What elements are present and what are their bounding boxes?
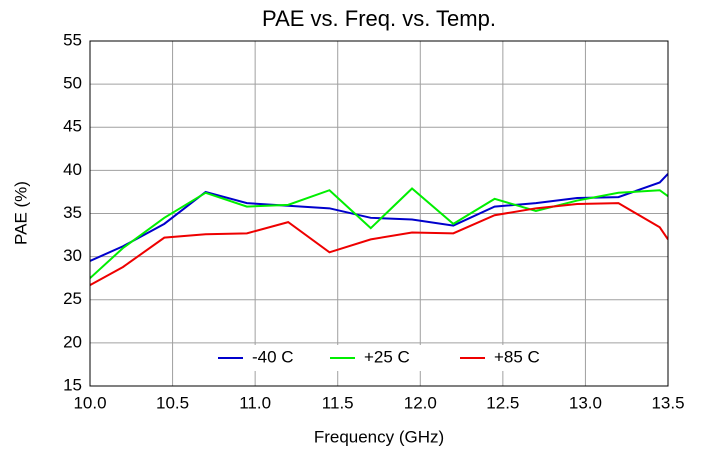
legend-label: +25 C	[364, 347, 410, 366]
x-axis-label: Frequency (GHz)	[314, 427, 444, 446]
y-tick-label: 20	[63, 332, 82, 351]
series-line	[90, 187, 668, 279]
x-tick-label: 12.5	[486, 393, 519, 412]
y-tick-label: 55	[63, 30, 82, 49]
x-tick-label: 10.5	[156, 393, 189, 412]
x-tick-label: 13.5	[651, 393, 684, 412]
y-tick-label: 45	[63, 117, 82, 136]
x-tick-label: 12.0	[404, 393, 437, 412]
y-tick-label: 30	[63, 246, 82, 265]
x-tick-label: 13.0	[569, 393, 602, 412]
x-tick-label: 11.5	[322, 393, 354, 412]
x-tick-label: 11.0	[239, 393, 271, 412]
y-tick-label: 15	[63, 375, 82, 394]
series-line	[90, 173, 668, 262]
plot-frame	[89, 40, 669, 387]
x-tick-label: 10.0	[73, 393, 106, 412]
y-axis-label: PAE (%)	[11, 181, 30, 245]
legend-label: +85 C	[494, 347, 540, 366]
y-tick-label: 35	[63, 203, 82, 222]
y-tick-label: 40	[63, 160, 82, 179]
legend-label: -40 C	[252, 347, 294, 366]
chart-title: PAE vs. Freq. vs. Temp.	[262, 6, 496, 31]
legend-box	[205, 345, 555, 371]
series-line	[90, 202, 668, 286]
y-tick-label: 50	[63, 74, 82, 93]
y-tick-label: 25	[63, 289, 82, 308]
